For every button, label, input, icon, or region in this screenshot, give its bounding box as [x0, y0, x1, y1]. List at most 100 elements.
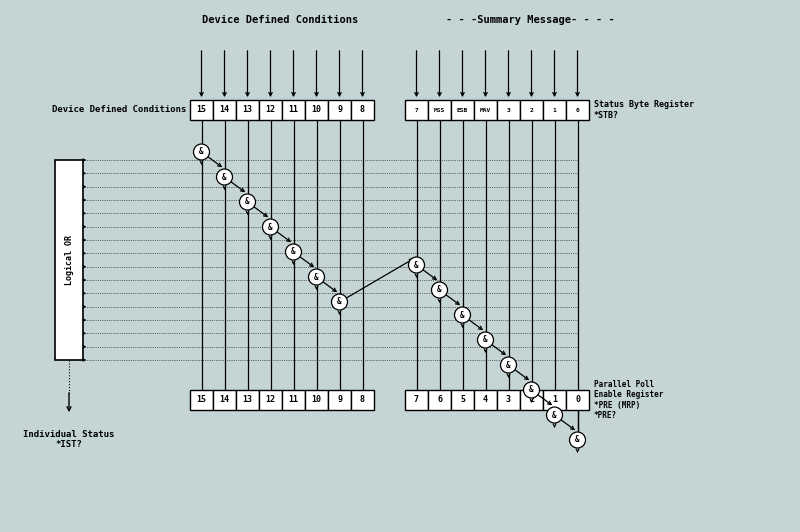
Text: &: & — [575, 436, 580, 445]
Bar — [405, 390, 428, 410]
Bar — [566, 390, 589, 410]
Circle shape — [309, 269, 325, 285]
Bar — [405, 100, 428, 120]
Text: Logical OR: Logical OR — [65, 235, 74, 285]
Text: &: & — [199, 147, 204, 156]
Bar — [520, 390, 543, 410]
Text: 6: 6 — [437, 395, 442, 404]
Text: &: & — [529, 386, 534, 395]
Bar — [55, 160, 83, 360]
Text: 14: 14 — [219, 395, 230, 404]
Bar — [451, 100, 474, 120]
Circle shape — [570, 432, 586, 448]
Text: MSS: MSS — [434, 107, 445, 112]
Text: 11: 11 — [289, 395, 298, 404]
Text: 2: 2 — [529, 395, 534, 404]
Text: Device Defined Conditions: Device Defined Conditions — [202, 15, 358, 25]
Text: &: & — [483, 336, 488, 345]
Bar — [351, 390, 374, 410]
Text: 14: 14 — [219, 105, 230, 114]
Text: &: & — [552, 411, 557, 420]
Text: &: & — [414, 261, 419, 270]
Circle shape — [217, 169, 233, 185]
Text: &: & — [245, 197, 250, 206]
Text: 12: 12 — [266, 395, 275, 404]
Text: 10: 10 — [311, 395, 322, 404]
Bar — [282, 390, 305, 410]
Text: 3: 3 — [506, 395, 511, 404]
Bar — [190, 100, 213, 120]
Bar — [474, 100, 497, 120]
Text: Status Byte Register
*STB?: Status Byte Register *STB? — [594, 101, 694, 120]
Text: &: & — [506, 361, 511, 370]
Text: 7: 7 — [414, 395, 419, 404]
Bar — [428, 390, 451, 410]
Circle shape — [239, 194, 255, 210]
Bar — [497, 390, 520, 410]
Circle shape — [501, 357, 517, 373]
Bar — [305, 390, 328, 410]
Text: 9: 9 — [337, 105, 342, 114]
Bar — [236, 390, 259, 410]
Bar — [190, 390, 213, 410]
Text: 11: 11 — [289, 105, 298, 114]
Circle shape — [454, 307, 470, 323]
Text: 15: 15 — [197, 395, 206, 404]
Text: 4: 4 — [483, 395, 488, 404]
Bar — [259, 390, 282, 410]
Bar — [213, 100, 236, 120]
Text: &: & — [222, 172, 227, 181]
Text: 5: 5 — [460, 395, 465, 404]
Text: ESB: ESB — [457, 107, 468, 112]
Text: 0: 0 — [575, 395, 580, 404]
Text: 13: 13 — [242, 395, 253, 404]
Bar — [213, 390, 236, 410]
Bar — [259, 100, 282, 120]
Text: 8: 8 — [360, 105, 365, 114]
Bar — [328, 100, 351, 120]
Circle shape — [546, 407, 562, 423]
Text: &: & — [268, 222, 273, 231]
Circle shape — [431, 282, 447, 298]
Bar — [428, 100, 451, 120]
Text: 1: 1 — [552, 395, 557, 404]
Bar — [305, 100, 328, 120]
Circle shape — [262, 219, 278, 235]
Text: 0: 0 — [576, 107, 579, 112]
Text: 15: 15 — [197, 105, 206, 114]
Text: 2: 2 — [530, 107, 534, 112]
Text: - - -Summary Message- - - -: - - -Summary Message- - - - — [446, 15, 614, 25]
Text: 10: 10 — [311, 105, 322, 114]
Text: Parallel Poll
Enable Register
*PRE (MRP)
*PRE?: Parallel Poll Enable Register *PRE (MRP)… — [594, 380, 663, 420]
Text: &: & — [291, 247, 296, 256]
Circle shape — [331, 294, 347, 310]
Text: 8: 8 — [360, 395, 365, 404]
Bar — [474, 390, 497, 410]
Text: 12: 12 — [266, 105, 275, 114]
Circle shape — [523, 382, 539, 398]
Circle shape — [194, 144, 210, 160]
Bar — [566, 100, 589, 120]
Text: 13: 13 — [242, 105, 253, 114]
Text: &: & — [314, 272, 319, 281]
Text: &: & — [460, 311, 465, 320]
Bar — [543, 390, 566, 410]
Circle shape — [286, 244, 302, 260]
Text: 3: 3 — [506, 107, 510, 112]
Bar — [328, 390, 351, 410]
Bar — [351, 100, 374, 120]
Text: 9: 9 — [337, 395, 342, 404]
Bar — [236, 100, 259, 120]
Text: &: & — [437, 286, 442, 295]
Text: Individual Status
*IST?: Individual Status *IST? — [23, 430, 114, 450]
Circle shape — [409, 257, 425, 273]
Circle shape — [478, 332, 494, 348]
Bar — [543, 100, 566, 120]
Text: Device Defined Conditions: Device Defined Conditions — [52, 105, 186, 114]
Text: 1: 1 — [553, 107, 556, 112]
Text: &: & — [337, 297, 342, 306]
Text: MAV: MAV — [480, 107, 491, 112]
Bar — [451, 390, 474, 410]
Bar — [282, 100, 305, 120]
Bar — [520, 100, 543, 120]
